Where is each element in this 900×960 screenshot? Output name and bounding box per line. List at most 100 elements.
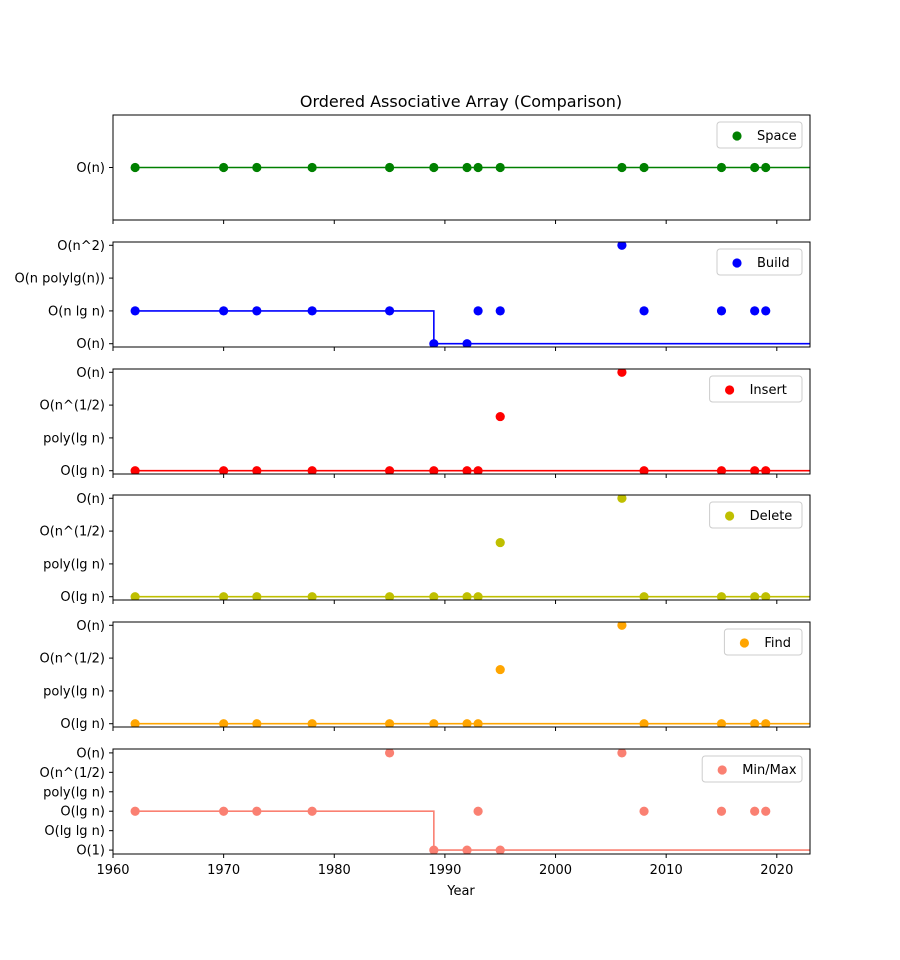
legend-box — [723, 628, 803, 656]
data-point-build — [761, 306, 771, 316]
data-point-insert — [473, 466, 483, 474]
data-point-build — [639, 306, 649, 316]
data-point-delete — [639, 592, 649, 600]
y-tick-label: O(n) — [76, 161, 105, 176]
legend-label: Find — [764, 636, 791, 651]
y-tick-label: O(n^(1/2) — [39, 652, 105, 667]
x-tick-label: 1970 — [207, 863, 240, 878]
legend-delete: Delete — [709, 501, 803, 529]
legend-label: Space — [757, 129, 797, 144]
data-point-space — [462, 162, 472, 173]
y-tick-label: O(n) — [76, 366, 105, 381]
data-point-find — [495, 664, 505, 675]
data-point-insert — [130, 466, 140, 474]
data-point-delete — [495, 537, 505, 548]
y-tick-label: O(n) — [76, 619, 105, 634]
axes-frame — [112, 748, 811, 855]
data-point-insert — [716, 466, 727, 474]
legend-marker — [732, 258, 742, 268]
data-point-min-max — [761, 806, 771, 816]
data-point-find — [429, 719, 439, 727]
legend-space: Space — [716, 121, 803, 149]
y-tick-label: O(n^(1/2) — [39, 766, 105, 781]
x-axis-label: Year — [446, 884, 475, 899]
data-point-min-max — [130, 806, 140, 816]
data-point-min-max — [473, 806, 483, 816]
data-point-insert — [639, 466, 649, 474]
data-point-space — [716, 162, 727, 173]
legend-box — [701, 755, 803, 783]
panel-min-max: O(1) O(lg lg n) O(lg n) poly(lg n) O(n^(1/2)… — [39, 746, 811, 878]
data-point-build — [130, 306, 140, 316]
x-tick-label: 2020 — [760, 863, 793, 878]
y-tick-label: poly(lg n) — [43, 684, 105, 699]
y-tick-label: poly(lg n) — [43, 557, 105, 572]
data-point-find — [750, 719, 760, 727]
legend-insert: Insert — [709, 375, 803, 403]
data-point-min-max — [462, 845, 472, 854]
panel-space: O(n) Space — [76, 114, 811, 224]
legend-marker — [725, 385, 735, 395]
x-tick-label: 1980 — [318, 863, 351, 878]
data-point-delete — [617, 495, 627, 503]
axes-frame — [112, 241, 811, 348]
data-point-delete — [252, 592, 262, 600]
y-tick-label: O(n^(1/2) — [39, 399, 105, 414]
data-point-space — [252, 162, 262, 173]
y-tick-label: O(n) — [76, 492, 105, 507]
frontier-line-min-max — [135, 810, 810, 851]
data-point-delete — [429, 592, 439, 600]
y-tick-label: O(n) — [76, 337, 105, 352]
data-point-insert — [617, 369, 627, 377]
data-point-build — [219, 306, 229, 316]
data-point-find — [761, 719, 771, 727]
data-point-build — [384, 306, 395, 316]
data-point-find — [252, 719, 262, 727]
data-point-insert — [252, 466, 262, 474]
data-point-min-max — [716, 806, 727, 816]
x-tick-label: 2000 — [539, 863, 572, 878]
x-tick-label: 1960 — [96, 863, 129, 878]
data-point-insert — [761, 466, 771, 474]
data-point-find — [384, 719, 395, 727]
legend-marker — [732, 131, 742, 141]
y-tick-label: O(1) — [76, 844, 105, 859]
data-point-min-max — [219, 806, 229, 816]
panel-delete: O(lg n) poly(lg n) O(n^(1/2) O(n) Delete — [39, 492, 811, 605]
data-point-space — [384, 162, 395, 173]
data-point-find — [473, 719, 483, 727]
data-point-insert — [750, 466, 760, 474]
data-point-space — [473, 162, 483, 173]
data-point-delete — [473, 592, 483, 600]
data-point-space — [639, 162, 649, 173]
data-point-min-max — [429, 845, 439, 854]
legend-build: Build — [716, 248, 803, 276]
data-point-build — [307, 306, 317, 316]
data-point-space — [761, 162, 771, 173]
y-tick-label: O(n^(1/2) — [39, 525, 105, 540]
data-point-delete — [384, 592, 395, 600]
data-point-build — [462, 339, 472, 347]
y-tick-label: O(n) — [76, 746, 105, 761]
data-point-min-max — [617, 749, 627, 758]
legend-box — [709, 375, 803, 403]
panel-find: O(lg n) poly(lg n) O(n^(1/2) O(n) Find — [39, 619, 811, 732]
x-tick-label: 1990 — [428, 863, 461, 878]
legend-label: Min/Max — [742, 763, 797, 778]
data-point-insert — [495, 411, 505, 422]
data-point-build — [473, 306, 483, 316]
data-point-insert — [307, 466, 317, 474]
axes-frame — [112, 621, 811, 728]
y-tick-label: poly(lg n) — [43, 431, 105, 446]
axes-frame — [112, 494, 811, 601]
y-tick-label: O(lg n) — [60, 805, 105, 820]
data-point-space — [219, 162, 229, 173]
legend-box — [716, 248, 803, 276]
data-point-find — [130, 719, 140, 727]
data-point-space — [429, 162, 439, 173]
y-tick-label: O(lg lg n) — [44, 824, 105, 839]
data-point-min-max — [495, 845, 505, 854]
y-tick-label: O(n lg n) — [48, 304, 105, 319]
legend-box — [709, 501, 803, 529]
